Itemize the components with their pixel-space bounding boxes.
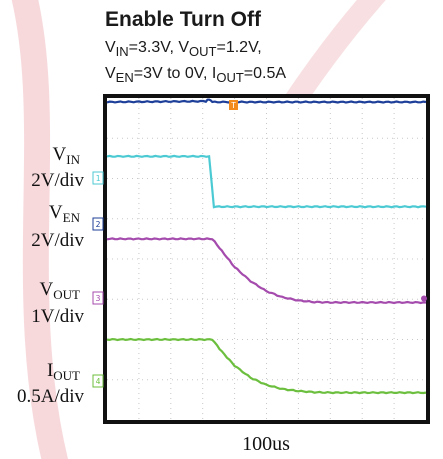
trigger-marker: T (229, 100, 238, 110)
level-marker (421, 295, 427, 302)
chart-title: Enable Turn Off (105, 8, 262, 31)
conditions-line-2: VEN=3V to 0V, IOUT=0.5A (105, 65, 286, 85)
channel-marker-4: 4 (92, 374, 104, 388)
trace-iout (106, 337, 427, 395)
channel-name-label: IOUT (47, 360, 80, 383)
channel-name-label: VOUT (40, 279, 81, 302)
channel-marker-2: 2 (92, 217, 104, 231)
channel-marker-3: 3 (92, 291, 104, 305)
svg-text:T: T (231, 101, 236, 110)
conditions-line-1: VIN=3.3V, VOUT=1.2V, (105, 39, 262, 59)
channel-marker-1: 1 (92, 171, 104, 185)
svg-text:1: 1 (96, 174, 101, 183)
channel-labels: VIN 2V/div VEN 2V/div VOUT 1V/div IOUT 0.5A/div (17, 144, 85, 407)
trace-vin (106, 154, 427, 209)
channel-scale-label: 1V/div (31, 306, 84, 327)
x-axis-label: 100us (242, 433, 290, 455)
trace-ven (106, 98, 427, 104)
trace-vout (106, 237, 427, 305)
plot-grid (107, 98, 426, 420)
channel-scale-label: 2V/div (31, 170, 84, 191)
svg-text:3: 3 (96, 294, 101, 303)
svg-text:2: 2 (96, 220, 101, 229)
channel-scale-label: 0.5A/div (17, 386, 85, 407)
svg-text:4: 4 (96, 377, 101, 386)
channel-name-label: VIN (53, 144, 81, 167)
plot-traces (106, 98, 427, 395)
channel-name-label: VEN (49, 202, 81, 225)
channel-markers: 1 2 3 4 T (92, 100, 427, 388)
channel-scale-label: 2V/div (31, 230, 84, 251)
